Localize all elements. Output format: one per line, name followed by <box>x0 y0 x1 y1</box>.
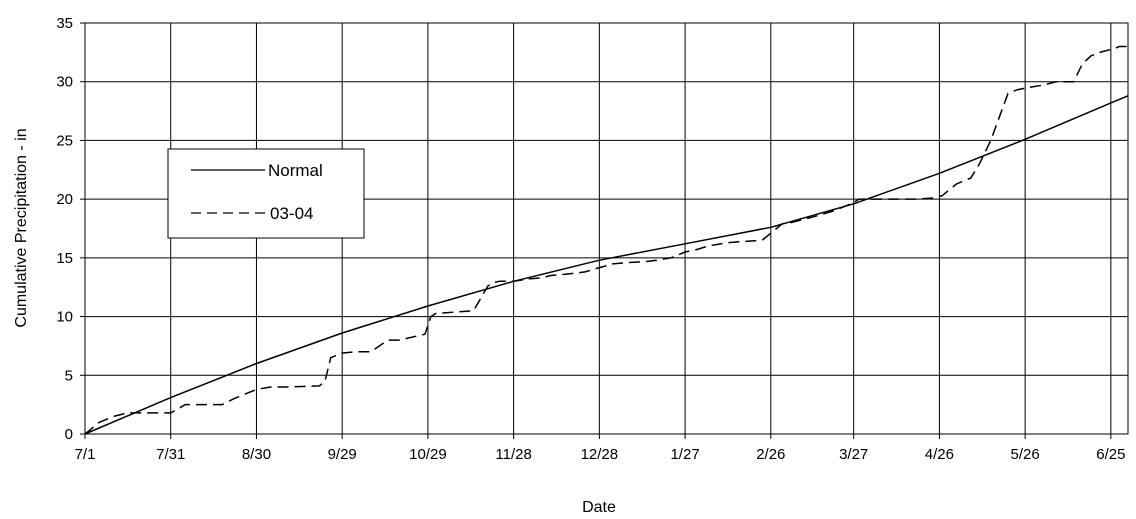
x-tick-label: 2/26 <box>756 446 785 463</box>
x-tick-label: 8/30 <box>242 446 271 463</box>
legend-label-03-04: 03-04 <box>270 204 313 223</box>
y-tick-label: 20 <box>56 191 73 208</box>
y-tick-label: 30 <box>56 74 73 91</box>
series-line-normal <box>84 95 1129 435</box>
x-tick-label: 11/28 <box>495 446 531 463</box>
x-tick-label: 7/31 <box>156 446 185 463</box>
legend: Normal 03-04 <box>167 148 365 239</box>
x-axis-title: Date <box>582 499 616 516</box>
x-tick-label: 4/26 <box>925 446 954 463</box>
series-layer <box>84 45 1129 435</box>
axis-layer: 0 5 10 15 20 25 30 35 7/1 7/31 8/30 9/29 10/29 11/28 1… <box>56 15 1125 463</box>
y-tick-label: 0 <box>65 426 73 443</box>
x-tick-label: 3/27 <box>839 446 868 463</box>
y-tick-label: 35 <box>56 15 73 32</box>
y-tick-label: 10 <box>56 309 73 326</box>
y-tick-label: 15 <box>56 250 73 267</box>
legend-label-normal: Normal <box>268 161 323 180</box>
x-tick-label: 9/29 <box>328 446 357 463</box>
plot-area-frame <box>84 22 1129 435</box>
x-tick-label: 5/26 <box>1011 446 1040 463</box>
x-tick-label: 7/1 <box>75 446 96 463</box>
y-axis-title: Cumulative Precipitation - in <box>13 128 30 327</box>
y-tick-label: 5 <box>65 367 73 384</box>
y-tick-label: 25 <box>56 132 73 149</box>
x-tick-label: 12/28 <box>581 446 619 463</box>
grid-layer <box>85 23 1128 434</box>
x-tick-label: 1/27 <box>670 446 699 463</box>
x-tick-label: 6/25 <box>1096 446 1125 463</box>
x-tick-label: 10/29 <box>409 446 447 463</box>
legend-box <box>167 148 365 239</box>
series-line-03-04 <box>84 45 1128 435</box>
